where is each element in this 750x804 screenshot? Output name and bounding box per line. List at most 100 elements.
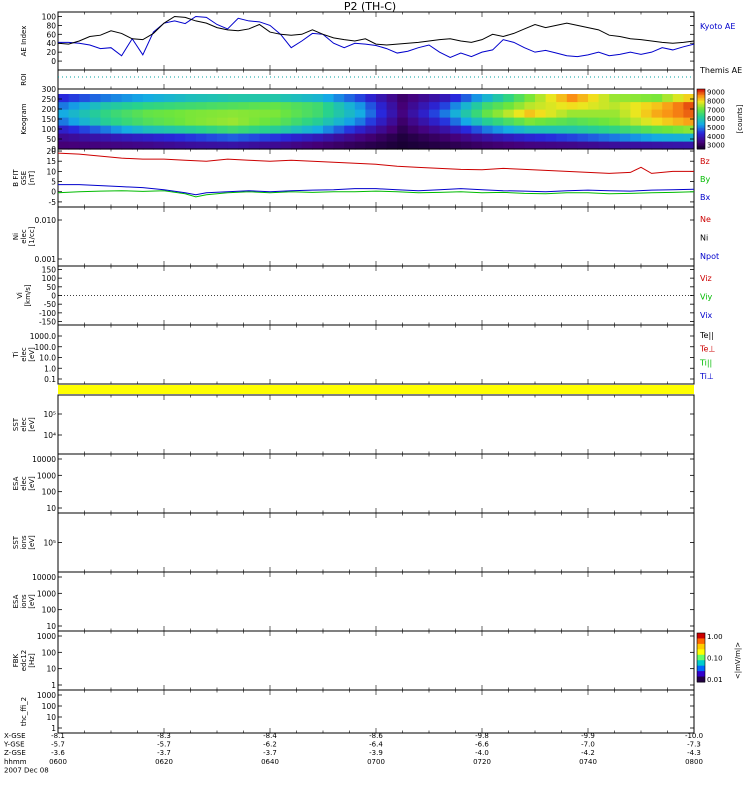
keogram-cell xyxy=(164,133,176,142)
keogram-colorbar-cell xyxy=(697,108,705,111)
ae-legend-0: Kyoto AE xyxy=(700,22,735,31)
keogram-cell xyxy=(68,101,80,110)
keogram-cell xyxy=(407,109,419,118)
keogram-cell xyxy=(641,125,653,134)
fff-ytick-label: 100 xyxy=(42,702,57,711)
keogram-cell xyxy=(100,133,112,142)
keogram-cell xyxy=(545,94,557,103)
keogram-cell xyxy=(641,117,653,126)
xaxis-zgse: -3.9 xyxy=(369,749,383,757)
keogram-cell xyxy=(227,117,239,126)
keogram-cell xyxy=(598,141,610,150)
keogram-cell xyxy=(280,94,292,103)
keogram-cell xyxy=(386,133,398,142)
keogram-colorbar-cell xyxy=(697,95,705,97)
keogram-cell xyxy=(323,117,335,126)
ae-series-1 xyxy=(57,15,695,46)
keogram-colorbar-cell xyxy=(697,101,705,103)
keogram-cell xyxy=(460,117,472,126)
keogram-cell xyxy=(280,101,292,110)
keogram-cell xyxy=(630,101,642,110)
keogram-cell xyxy=(492,125,504,134)
keogram-cell xyxy=(672,133,684,142)
keogram-cell xyxy=(482,109,494,118)
keogram-cell xyxy=(429,125,441,134)
keogram-cell xyxy=(89,94,101,103)
keogram-cell xyxy=(354,109,366,118)
temperature-ytick-label: 1.0 xyxy=(44,364,56,373)
keogram-cell xyxy=(89,125,101,134)
keogram-cell xyxy=(407,101,419,110)
keogram-cell xyxy=(354,133,366,142)
keogram-colorbar-cell xyxy=(697,129,705,132)
keogram-cell xyxy=(598,117,610,126)
keogram-colorbar-cell xyxy=(697,147,705,150)
keogram-cell xyxy=(121,117,133,126)
bfield-series-2 xyxy=(58,184,695,196)
keogram-cell xyxy=(482,101,494,110)
keogram-cell xyxy=(206,141,218,150)
keogram-cell xyxy=(460,101,472,110)
bfield-ytick-label: 15 xyxy=(46,157,56,166)
keogram-cell xyxy=(662,141,674,150)
keogram-cell xyxy=(376,125,388,134)
keogram-cell xyxy=(164,109,176,118)
keogram-cell xyxy=(619,117,631,126)
keogram-cell xyxy=(662,101,674,110)
keogram-cell xyxy=(227,109,239,118)
keogram-cell xyxy=(111,94,123,103)
keogram-cell xyxy=(503,101,515,110)
keogram-cell xyxy=(68,141,80,150)
fbk-colorbar-cell xyxy=(697,660,705,667)
fbk-colorbar-tick: 0.10 xyxy=(707,655,723,663)
keogram-cell xyxy=(672,125,684,134)
keogram-cell xyxy=(270,133,282,142)
keogram-cell xyxy=(471,117,483,126)
keogram-cell xyxy=(662,117,674,126)
keogram-cell xyxy=(344,125,356,134)
keogram-cell xyxy=(407,133,419,142)
keogram-cell xyxy=(217,141,229,150)
keogram-cell xyxy=(630,94,642,103)
sst_e-ylabel-0: SST xyxy=(12,417,20,431)
keogram-cell xyxy=(185,125,197,134)
esa_i-ylabel-0: ESA xyxy=(12,594,20,608)
keogram-cell xyxy=(323,125,335,134)
keogram-cell xyxy=(100,101,112,110)
keogram-cell xyxy=(153,117,165,126)
keogram-cell xyxy=(588,125,600,134)
keogram-cell xyxy=(609,109,621,118)
keogram-cell xyxy=(577,109,589,118)
sst_i-ylabel-0: SST xyxy=(12,535,20,549)
keogram-cell xyxy=(662,125,674,134)
keogram-cell xyxy=(291,133,303,142)
density-ylabel-2: [1/cc] xyxy=(28,226,36,246)
keogram-cell xyxy=(100,125,112,134)
keogram-cell xyxy=(142,101,154,110)
keogram-cell xyxy=(588,133,600,142)
keogram-cell xyxy=(312,117,324,126)
keogram-cell xyxy=(206,101,218,110)
keogram-cell xyxy=(376,101,388,110)
keogram-cell xyxy=(482,117,494,126)
keogram-cell xyxy=(397,101,409,110)
keogram-cell xyxy=(142,94,154,103)
keogram-cell xyxy=(365,125,377,134)
keogram-cell xyxy=(439,101,451,110)
keogram-cell xyxy=(58,101,70,110)
keogram-cell xyxy=(683,125,695,134)
keogram-cell xyxy=(503,125,515,134)
keogram-cell xyxy=(556,101,568,110)
temperature-ytick-label: 0.1 xyxy=(44,375,56,384)
keogram-cell xyxy=(291,94,303,103)
keogram-colorbar-cell xyxy=(697,110,705,112)
keogram-colorbar-cell xyxy=(697,114,705,117)
keogram-cell xyxy=(471,109,483,118)
keogram-colorbar-cell xyxy=(697,96,705,99)
keogram-cell xyxy=(503,117,515,126)
keogram-cell xyxy=(301,141,313,150)
keogram-cell xyxy=(535,133,547,142)
keogram-cell xyxy=(79,101,91,110)
keogram-colorbar-cell xyxy=(697,104,705,106)
